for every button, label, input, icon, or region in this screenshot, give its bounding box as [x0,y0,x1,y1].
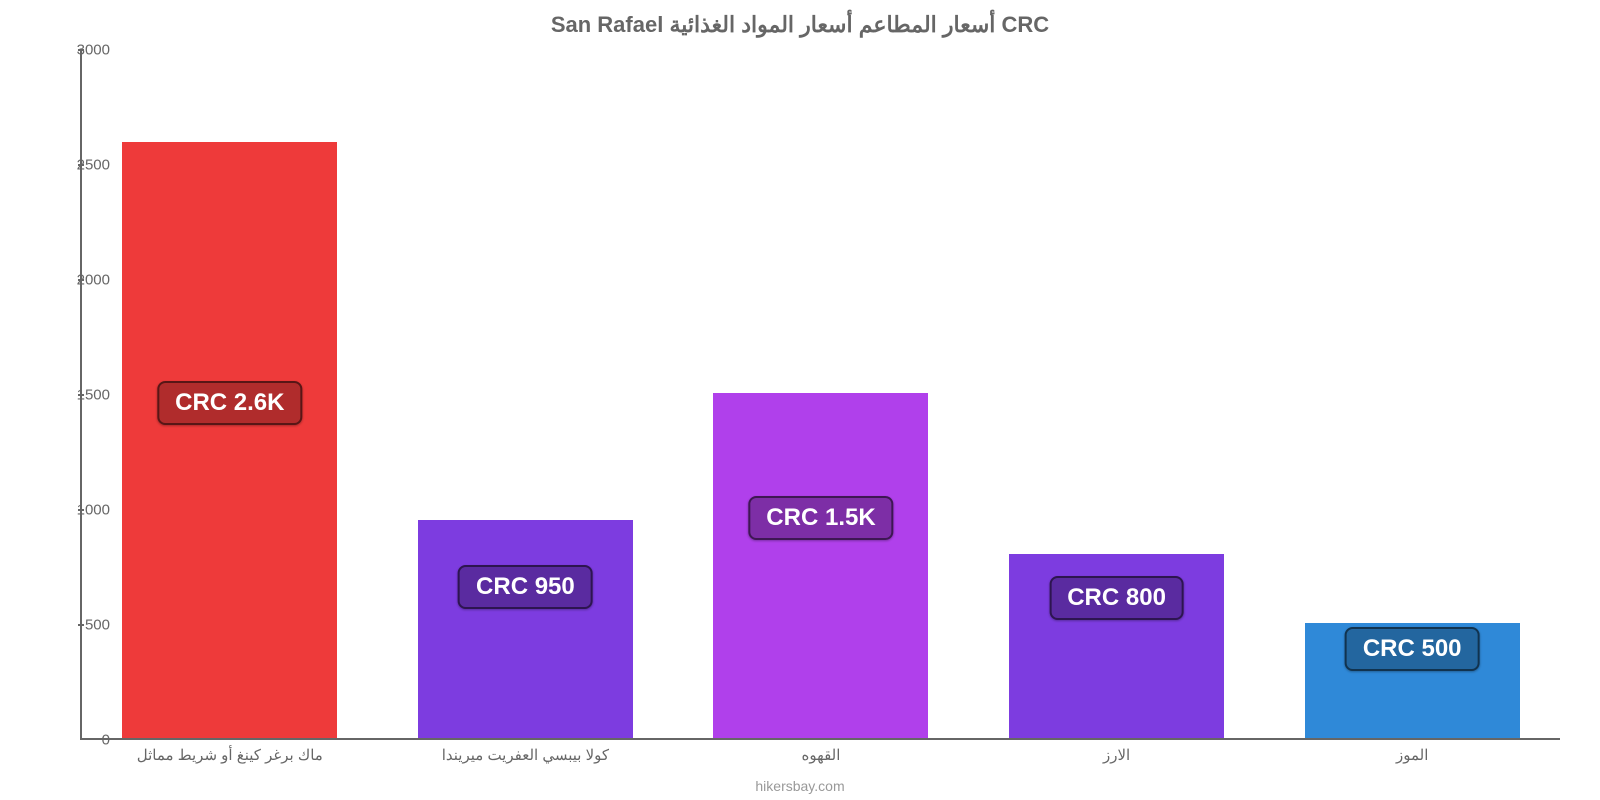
bar-value-label: CRC 2.6K [157,381,302,425]
bar-value-label: CRC 950 [458,565,593,609]
bar-value-label: CRC 800 [1049,576,1184,620]
plot-area: CRC 2.6Kماك برغر كينغ أو شريط مماثلCRC 9… [80,50,1560,740]
bar-value-label: CRC 1.5K [748,496,893,540]
price-chart: San Rafael أسعار المطاعم أسعار المواد ال… [0,0,1600,800]
chart-title: San Rafael أسعار المطاعم أسعار المواد ال… [0,12,1600,38]
bar-slot: CRC 1.5Kالقهوه [673,50,969,738]
x-category-label: الارز [1103,746,1130,764]
bar-slot: CRC 2.6Kماك برغر كينغ أو شريط مماثل [82,50,378,738]
x-category-label: ماك برغر كينغ أو شريط مماثل [137,746,323,764]
bar-slot: CRC 950كولا بيبسي العفريت ميريندا [378,50,674,738]
bar [418,520,633,739]
bar [713,393,928,738]
x-category-label: كولا بيبسي العفريت ميريندا [442,746,609,764]
bar [122,142,337,738]
bars-row: CRC 2.6Kماك برغر كينغ أو شريط مماثلCRC 9… [82,50,1560,738]
chart-footer: hikersbay.com [0,778,1600,794]
bar-slot: CRC 800الارز [969,50,1265,738]
x-category-label: الموز [1396,746,1428,764]
bar-value-label: CRC 500 [1345,627,1480,671]
bar-slot: CRC 500الموز [1264,50,1560,738]
x-category-label: القهوه [802,746,841,764]
